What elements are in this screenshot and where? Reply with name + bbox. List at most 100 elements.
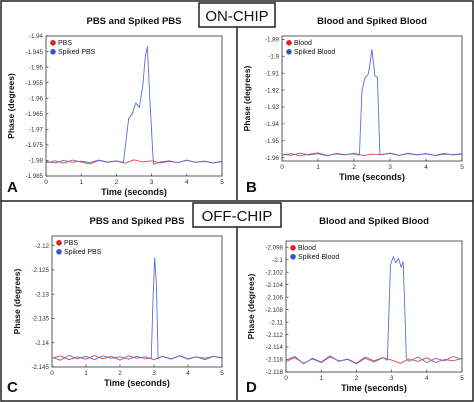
y-tick-label: -1.985 [25, 173, 43, 180]
y-tick-label: -1.97 [29, 127, 44, 134]
y-tick-label: -2.13 [35, 291, 50, 298]
x-tick-label: 5 [220, 370, 224, 377]
y-tick-label: -1.91 [265, 70, 280, 77]
x-tick-label: 4 [424, 164, 428, 171]
legend-marker [50, 49, 56, 55]
y-tick-label: -2.108 [265, 307, 283, 314]
chart-panel-b: Blood and Spiked Blood 0 1 2 3 4 5 -1.89 -1.9 -1.… [242, 16, 464, 196]
panel-letter: A [7, 179, 18, 196]
y-tick-label: -1.955 [25, 80, 43, 87]
legend-marker [286, 49, 292, 55]
section-label-on-chip: ON-CHIP [198, 2, 276, 28]
legend-label: Spiked Blood [294, 49, 335, 56]
y-tick-label: -1.94 [29, 33, 44, 40]
y-tick-label: -2.098 [265, 244, 283, 251]
y-tick-label: -2.12 [35, 243, 50, 250]
x-tick-label: 5 [220, 179, 224, 186]
y-tick-label: -1.96 [265, 155, 280, 162]
x-tick-label: 5 [460, 164, 464, 171]
y-axis-label: Phase (degrees) [6, 73, 16, 139]
plot-area [281, 35, 463, 162]
y-tick-label: -2.125 [31, 267, 49, 274]
y-tick-label: -2.1 [272, 257, 283, 264]
y-tick-label: -2.114 [266, 344, 284, 351]
chart-panel-d: Blood and Spiked Blood 0 1 2 3 4 5 -2.098 -2.1 -2… [246, 216, 464, 396]
chart-title: Blood and Spiked Blood [319, 216, 429, 227]
plot-area [51, 235, 223, 368]
x-tick-label: 0 [284, 375, 288, 382]
y-axis-label: Phase (degrees) [242, 65, 252, 131]
y-tick-label: -1.965 [25, 111, 43, 118]
series-line-spiked-blood [281, 49, 463, 157]
y-tick-label: -2.14 [35, 340, 50, 347]
legend-label: Spiked Blood [298, 254, 339, 261]
x-tick-label: 4 [186, 370, 190, 377]
y-tick-label: -2.116 [266, 357, 284, 364]
y-tick-label: -2.135 [31, 316, 49, 323]
legend-marker [50, 40, 56, 46]
y-tick-label: -1.95 [265, 138, 280, 145]
panel-letter: B [246, 179, 257, 196]
y-tick-label: -1.89 [265, 37, 280, 44]
y-tick-label: -2.104 [265, 282, 283, 289]
legend-label: PBS [64, 240, 78, 247]
legend-marker [290, 245, 296, 251]
series-line-spiked-pbs [45, 46, 223, 165]
series-line-spiked-blood [285, 256, 463, 365]
y-tick-label: -1.9 [268, 53, 279, 60]
section-label-off-chip: OFF-CHIP [192, 202, 282, 228]
chart-panel-c: PBS and Spiked PBS 0 1 2 3 4 5 -2.12 -2.125 -2.13… [7, 216, 224, 396]
legend-label: Spiked PBS [64, 249, 102, 256]
y-axis-label: Phase (degrees) [246, 273, 256, 339]
chart-title: Blood and Spiked Blood [317, 16, 427, 27]
series-line-blood [285, 356, 463, 365]
y-tick-label: -1.93 [265, 104, 280, 111]
x-tick-label: 0 [44, 179, 48, 186]
x-tick-label: 3 [388, 164, 392, 171]
legend-marker [56, 249, 62, 255]
section-label-text: OFF-CHIP [202, 208, 273, 225]
chart-panel-a: PBS and Spiked PBS 0 1 2 3 4 5 -1.94 -1.945 -1.95… [6, 16, 224, 197]
x-tick-label: 1 [316, 164, 320, 171]
section-label-text: ON-CHIP [205, 8, 268, 25]
x-tick-label: 2 [352, 164, 356, 171]
legend-label: Blood [298, 245, 316, 252]
legend-marker [56, 240, 62, 246]
y-tick-label: -2.102 [265, 269, 283, 276]
x-tick-label: 0 [50, 370, 54, 377]
chart-title: PBS and Spiked PBS [86, 16, 181, 27]
y-tick-label: -2.106 [265, 294, 283, 301]
y-tick-label: -1.975 [25, 142, 43, 149]
x-tick-label: 3 [390, 375, 394, 382]
y-tick-label: -2.112 [266, 332, 284, 339]
y-tick-label: -1.945 [25, 49, 43, 56]
x-tick-label: 4 [185, 179, 189, 186]
y-tick-label: -1.96 [29, 95, 44, 102]
y-tick-label: -1.94 [265, 121, 280, 128]
x-tick-label: 2 [118, 370, 122, 377]
x-tick-label: 1 [79, 179, 83, 186]
x-tick-label: 2 [115, 179, 119, 186]
x-axis-label: Time (seconds) [341, 383, 407, 393]
x-tick-label: 0 [280, 164, 284, 171]
y-tick-label: -2.145 [31, 364, 49, 371]
legend-label: Spiked PBS [58, 49, 96, 56]
panel-letter: D [246, 379, 257, 396]
chart-title: PBS and Spiked PBS [89, 216, 184, 227]
y-axis-label: Phase (degrees) [12, 268, 22, 334]
legend-marker [286, 40, 292, 46]
x-tick-label: 1 [84, 370, 88, 377]
x-tick-label: 3 [150, 179, 154, 186]
x-tick-label: 5 [460, 375, 464, 382]
plot-area [285, 240, 463, 373]
x-tick-label: 2 [355, 375, 359, 382]
panel-letter: C [7, 379, 18, 396]
x-axis-label: Time (seconds) [339, 172, 405, 182]
legend-label: Blood [294, 40, 312, 47]
y-tick-label: -1.98 [29, 158, 44, 165]
y-tick-label: -1.92 [265, 87, 280, 94]
series-line-spiked-pbs [51, 257, 223, 361]
y-tick-label: -1.95 [29, 64, 44, 71]
